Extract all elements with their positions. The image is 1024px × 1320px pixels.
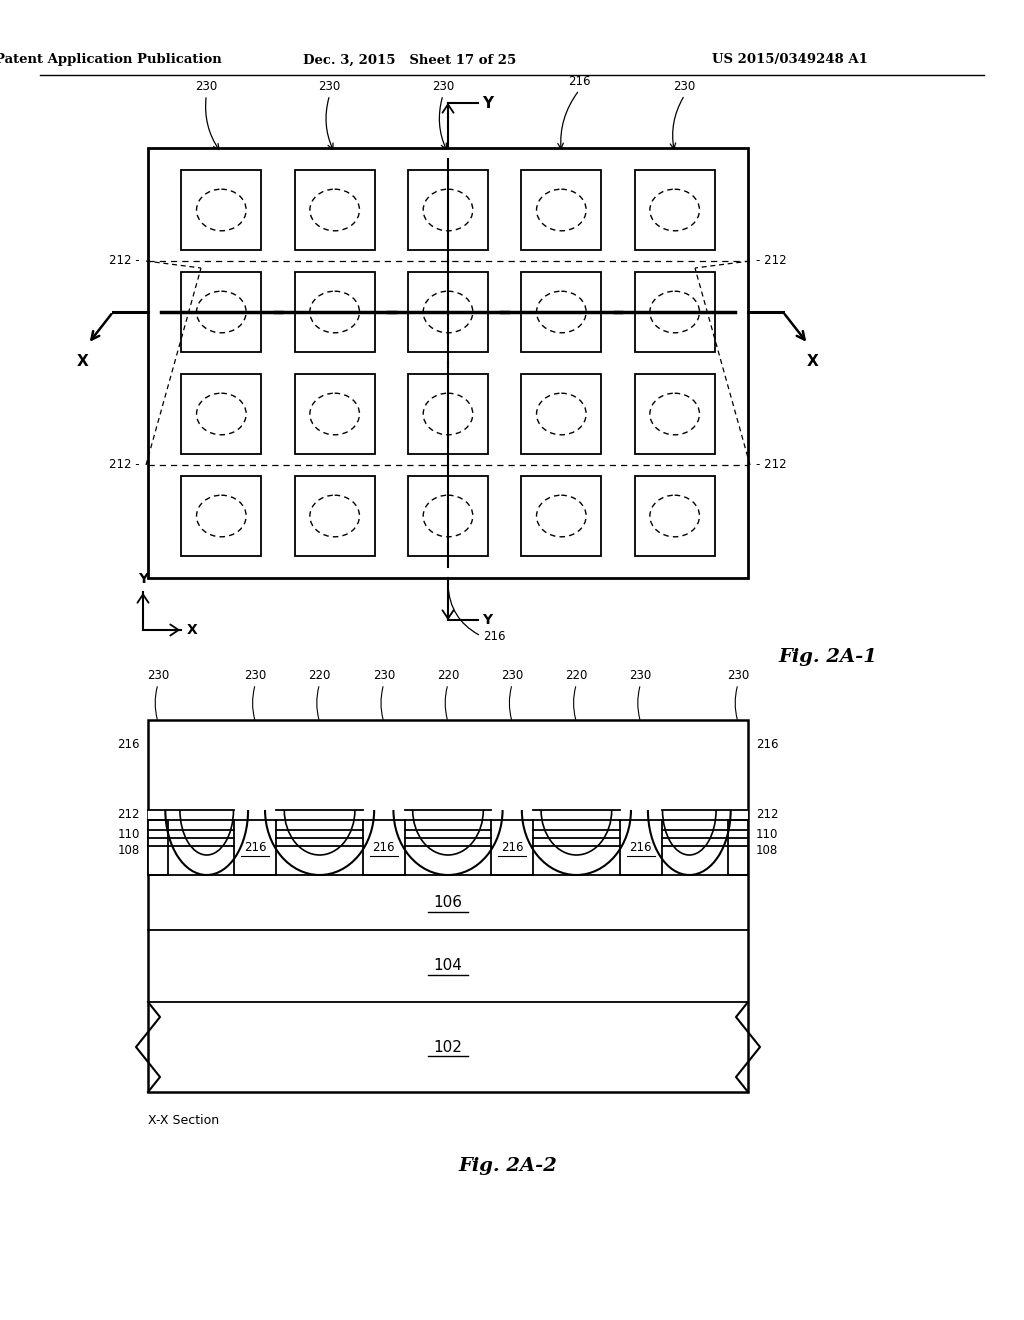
Bar bbox=[521, 170, 601, 249]
Bar bbox=[181, 170, 261, 249]
Text: US 2015/0349248 A1: US 2015/0349248 A1 bbox=[712, 54, 868, 66]
Text: Y: Y bbox=[482, 95, 494, 111]
Bar bbox=[181, 272, 261, 352]
Text: 212 -: 212 - bbox=[110, 458, 140, 471]
Text: Y: Y bbox=[138, 572, 148, 586]
Text: 220: 220 bbox=[308, 669, 331, 682]
Text: X: X bbox=[187, 623, 198, 638]
Bar bbox=[635, 374, 715, 454]
Text: 110: 110 bbox=[756, 828, 778, 841]
Text: X: X bbox=[807, 354, 819, 370]
Bar bbox=[408, 477, 488, 556]
Text: 216: 216 bbox=[244, 841, 266, 854]
Text: Fig. 2A-1: Fig. 2A-1 bbox=[778, 648, 877, 667]
Text: 230: 230 bbox=[727, 669, 750, 682]
Bar bbox=[295, 170, 375, 249]
Bar bbox=[620, 820, 662, 875]
Bar bbox=[521, 272, 601, 352]
Bar bbox=[408, 374, 488, 454]
Text: 216: 216 bbox=[501, 841, 523, 854]
Text: 212: 212 bbox=[118, 808, 140, 821]
Text: 212 -: 212 - bbox=[110, 255, 140, 268]
Text: 220: 220 bbox=[437, 669, 459, 682]
Text: 230: 230 bbox=[630, 669, 651, 682]
Bar bbox=[234, 820, 276, 875]
Bar bbox=[635, 272, 715, 352]
Bar bbox=[148, 810, 748, 820]
Text: 216: 216 bbox=[483, 630, 506, 643]
Text: 108: 108 bbox=[756, 843, 778, 857]
Text: 108: 108 bbox=[118, 843, 140, 857]
Bar bbox=[521, 477, 601, 556]
Text: 230: 230 bbox=[501, 669, 523, 682]
Bar bbox=[408, 272, 488, 352]
Bar bbox=[295, 374, 375, 454]
Text: 102: 102 bbox=[433, 1040, 463, 1055]
Text: 110: 110 bbox=[118, 828, 140, 841]
Text: 106: 106 bbox=[433, 895, 463, 909]
Bar bbox=[181, 374, 261, 454]
Text: 230: 230 bbox=[146, 669, 169, 682]
Text: - 212: - 212 bbox=[756, 458, 786, 471]
Text: 216: 216 bbox=[756, 738, 778, 751]
Text: 230: 230 bbox=[245, 669, 266, 682]
Text: 216: 216 bbox=[568, 75, 591, 88]
Bar bbox=[492, 820, 534, 875]
Bar bbox=[408, 170, 488, 249]
Bar bbox=[148, 820, 168, 875]
Text: Y: Y bbox=[482, 612, 493, 627]
Text: 230: 230 bbox=[674, 81, 695, 92]
Text: 216: 216 bbox=[118, 738, 140, 751]
Text: 216: 216 bbox=[373, 841, 395, 854]
Bar bbox=[181, 477, 261, 556]
Bar bbox=[295, 477, 375, 556]
Text: X-X Section: X-X Section bbox=[148, 1114, 219, 1127]
Text: 212: 212 bbox=[756, 808, 778, 821]
Text: 104: 104 bbox=[433, 958, 463, 974]
Text: - 212: - 212 bbox=[756, 255, 786, 268]
Text: 220: 220 bbox=[565, 669, 588, 682]
Text: 216: 216 bbox=[630, 841, 652, 854]
Text: 230: 230 bbox=[318, 81, 341, 92]
Text: Dec. 3, 2015   Sheet 17 of 25: Dec. 3, 2015 Sheet 17 of 25 bbox=[303, 54, 517, 66]
Text: 230: 230 bbox=[196, 81, 217, 92]
Text: Fig. 2A-2: Fig. 2A-2 bbox=[459, 1158, 557, 1175]
Bar bbox=[148, 148, 748, 578]
Text: Patent Application Publication: Patent Application Publication bbox=[0, 54, 221, 66]
Bar bbox=[295, 272, 375, 352]
Bar bbox=[521, 374, 601, 454]
Bar bbox=[148, 719, 748, 1092]
Bar bbox=[362, 820, 404, 875]
Bar bbox=[635, 170, 715, 249]
Text: 230: 230 bbox=[373, 669, 395, 682]
Bar bbox=[728, 820, 748, 875]
Text: X: X bbox=[77, 354, 89, 370]
Bar bbox=[635, 477, 715, 556]
Text: 230: 230 bbox=[432, 81, 454, 92]
